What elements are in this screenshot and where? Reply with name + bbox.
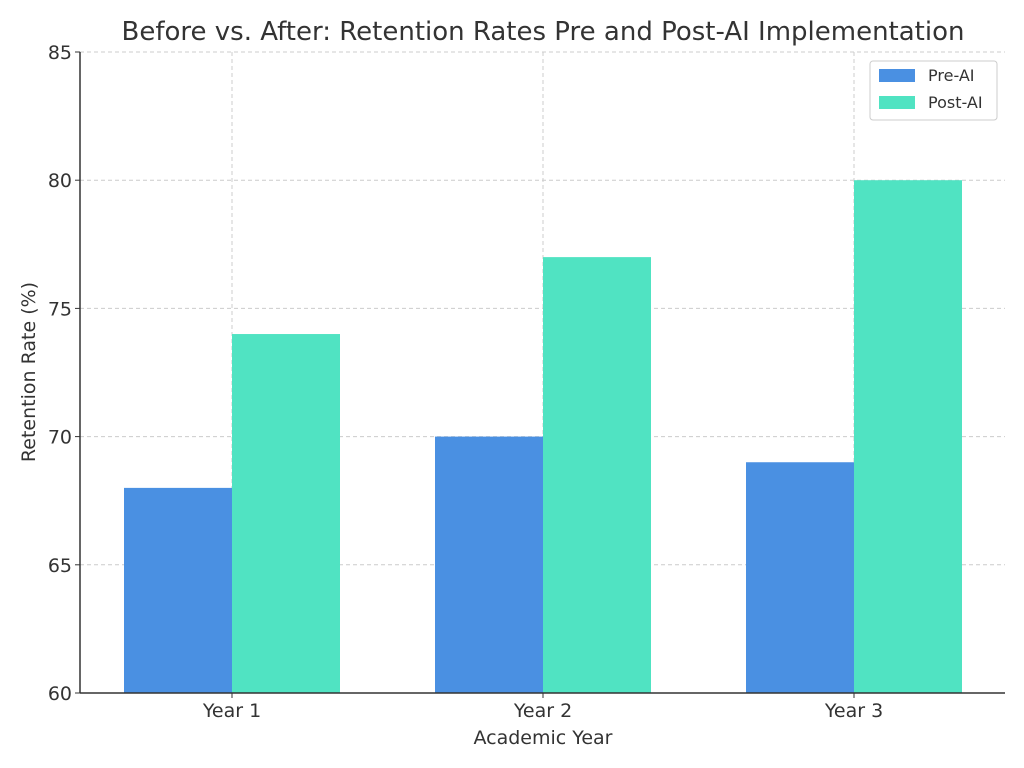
x-tick-label: Year 3 — [824, 700, 883, 722]
y-axis-label: Retention Rate (%) — [18, 282, 40, 462]
bar-post-ai-year-2 — [543, 257, 651, 693]
bars — [124, 180, 962, 693]
bar-post-ai-year-1 — [232, 334, 340, 693]
legend-swatch-pre-ai — [879, 69, 915, 82]
y-tick-label: 70 — [48, 427, 72, 449]
legend-label-post-ai: Post-AI — [928, 93, 983, 112]
bar-pre-ai-year-2 — [435, 436, 543, 693]
bar-pre-ai-year-3 — [746, 462, 854, 693]
y-tick-label: 85 — [48, 42, 72, 64]
x-axis-label: Academic Year — [473, 727, 612, 749]
x-tick-label: Year 2 — [513, 700, 572, 722]
chart-title: Before vs. After: Retention Rates Pre an… — [122, 17, 965, 47]
y-tick-labels: 60 65 70 75 80 85 — [48, 42, 80, 705]
x-tick-labels: Year 1 Year 2 Year 3 — [202, 693, 883, 722]
y-tick-label: 75 — [48, 298, 72, 320]
y-tick-label: 80 — [48, 170, 72, 192]
bar-post-ai-year-3 — [854, 180, 962, 693]
legend: Pre-AI Post-AI — [869, 60, 998, 121]
y-tick-label: 60 — [48, 683, 72, 705]
legend-label-pre-ai: Pre-AI — [928, 66, 975, 85]
y-tick-label: 65 — [48, 555, 72, 577]
legend-swatch-post-ai — [879, 96, 915, 109]
bar-pre-ai-year-1 — [124, 487, 232, 693]
x-tick-label: Year 1 — [202, 700, 261, 722]
